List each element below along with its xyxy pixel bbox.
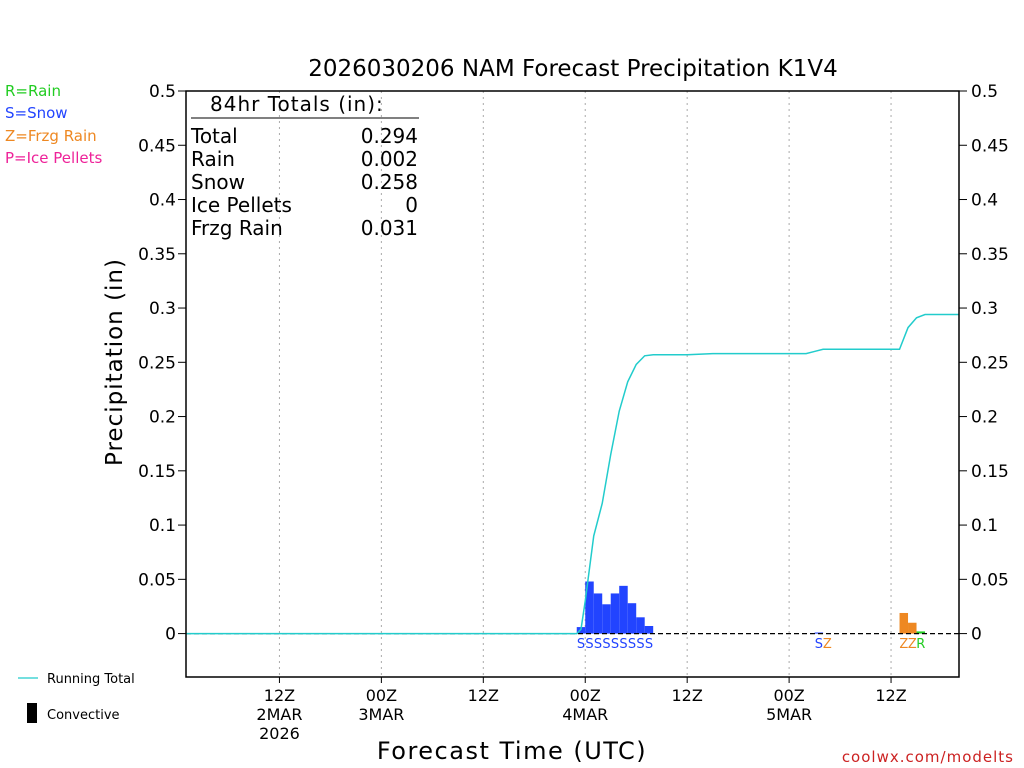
totals-box: 84hr Totals (in): Total 0.294 Rain 0.002…	[190, 92, 419, 240]
y-tick-label-right-5: 0.25	[971, 353, 1009, 373]
totals-value-snow: 0.258	[361, 170, 418, 194]
convective-swatch	[27, 703, 37, 723]
x-tick-label-5: 00Z	[773, 686, 804, 705]
totals-label-total: Total	[190, 124, 238, 148]
precip-bar-6	[627, 603, 637, 634]
type-label-7: S	[636, 637, 644, 652]
type-label-12: Z	[908, 637, 917, 652]
y-tick-label-left-2: 0.1	[149, 516, 176, 536]
totals-header: 84hr Totals (in):	[210, 92, 384, 116]
type-label-9: S	[815, 637, 823, 652]
y-tick-label-right-1: 0.05	[971, 570, 1009, 590]
y-tick-label-left-9: 0.45	[138, 136, 176, 156]
x-tick-label-1: 00Z	[366, 686, 397, 705]
legend-frzg-rain: Z=Frzg Rain	[5, 127, 97, 145]
y-tick-label-right-6: 0.3	[971, 299, 998, 319]
y-tick-label-left-5: 0.25	[138, 353, 176, 373]
type-label-8: S	[645, 637, 653, 652]
plot-frame	[185, 90, 960, 678]
running-total-line	[186, 313, 959, 635]
totals-label-ice-pellets: Ice Pellets	[191, 193, 292, 217]
x-tick-label-2: 12Z	[468, 686, 499, 705]
precip-bar-0	[576, 627, 586, 634]
chart-title: 2026030206 NAM Forecast Precipitation K1…	[308, 56, 838, 82]
type-label-3: S	[602, 637, 610, 652]
totals-label-rain: Rain	[191, 147, 235, 171]
x-tick-date-5: 5MAR	[766, 705, 812, 724]
x-axis-label: Forecast Time (UTC)	[377, 737, 647, 765]
precip-bar-12	[916, 631, 926, 634]
legend-rain: R=Rain	[5, 82, 61, 100]
x-tick-year-0: 2026	[259, 724, 300, 743]
convective-label: Convective	[47, 708, 120, 723]
y-tick-label-right-4: 0.2	[971, 408, 998, 428]
x-tick-date-0: 2MAR	[256, 705, 302, 724]
totals-value-rain: 0.002	[361, 147, 418, 171]
type-label-10: Z	[823, 637, 832, 652]
y-tick-label-right-7: 0.35	[971, 245, 1009, 265]
precip-bar-10	[899, 612, 909, 634]
precip-bar-7	[636, 617, 645, 634]
chart-grid	[278, 91, 892, 677]
x-tick-label-0: 12Z	[264, 686, 295, 705]
precip-bar-8	[644, 625, 654, 634]
y-tick-label-left-3: 0.15	[138, 462, 176, 482]
totals-label-snow: Snow	[191, 170, 245, 194]
y-tick-label-left-7: 0.35	[138, 245, 176, 265]
type-label-2: S	[594, 637, 602, 652]
chart-line	[186, 313, 959, 635]
y-tick-label-left-0: 0	[165, 625, 176, 645]
y-tick-label-left-4: 0.2	[149, 408, 176, 428]
y-tick-label-left-1: 0.05	[138, 570, 176, 590]
series-legend: Running Total Convective	[18, 672, 135, 723]
running-total-label: Running Total	[47, 672, 135, 687]
legend-snow: S=Snow	[5, 104, 68, 122]
x-tick-date-1: 3MAR	[358, 705, 404, 724]
y-tick-label-right-3: 0.15	[971, 462, 1009, 482]
chart-bars	[576, 581, 926, 634]
y-tick-label-left-10: 0.5	[149, 82, 176, 102]
y-tick-label-right-0: 0	[971, 625, 982, 645]
x-tick-label-3: 00Z	[570, 686, 601, 705]
x-tick-date-3: 4MAR	[562, 705, 608, 724]
type-label-11: Z	[899, 637, 908, 652]
x-tick-label-6: 12Z	[875, 686, 906, 705]
totals-value-ice-pellets: 0	[405, 193, 418, 217]
y-tick-label-right-2: 0.1	[971, 516, 998, 536]
totals-value-frzg-rain: 0.031	[361, 216, 418, 240]
y-axis-ticks: 0 0 0.05 0.05 0.1 0.1 0.15 0.15 0.2 0.2 0.25 0.25 0.…	[138, 82, 1009, 645]
totals-value-total: 0.294	[361, 124, 418, 148]
precip-bar-4	[610, 593, 620, 634]
type-label-1: S	[585, 637, 593, 652]
precip-bar-11	[908, 622, 917, 634]
credit-link[interactable]: coolwx.com/modelts	[842, 748, 1014, 766]
type-label-0: S	[577, 637, 585, 652]
type-label-13: R	[916, 637, 925, 652]
y-tick-label-right-10: 0.5	[971, 82, 998, 102]
x-tick-label-4: 12Z	[672, 686, 703, 705]
precip-bar-3	[602, 604, 611, 634]
type-label-4: S	[611, 637, 619, 652]
type-label-6: S	[628, 637, 636, 652]
precip-type-legend: R=Rain S=Snow Z=Frzg Rain P=Ice Pellets	[5, 82, 102, 167]
y-tick-label-left-6: 0.3	[149, 299, 176, 319]
y-axis-label: Precipitation (in)	[102, 258, 128, 466]
type-label-5: S	[619, 637, 627, 652]
y-tick-label-left-8: 0.4	[149, 191, 176, 211]
y-tick-label-right-8: 0.4	[971, 191, 998, 211]
precip-bar-1	[585, 581, 594, 634]
precip-bar-5	[619, 585, 628, 634]
totals-label-frzg-rain: Frzg Rain	[191, 216, 283, 240]
y-tick-label-right-9: 0.45	[971, 136, 1009, 156]
precip-bar-2	[593, 593, 603, 634]
legend-ice-pellets: P=Ice Pellets	[5, 149, 102, 167]
